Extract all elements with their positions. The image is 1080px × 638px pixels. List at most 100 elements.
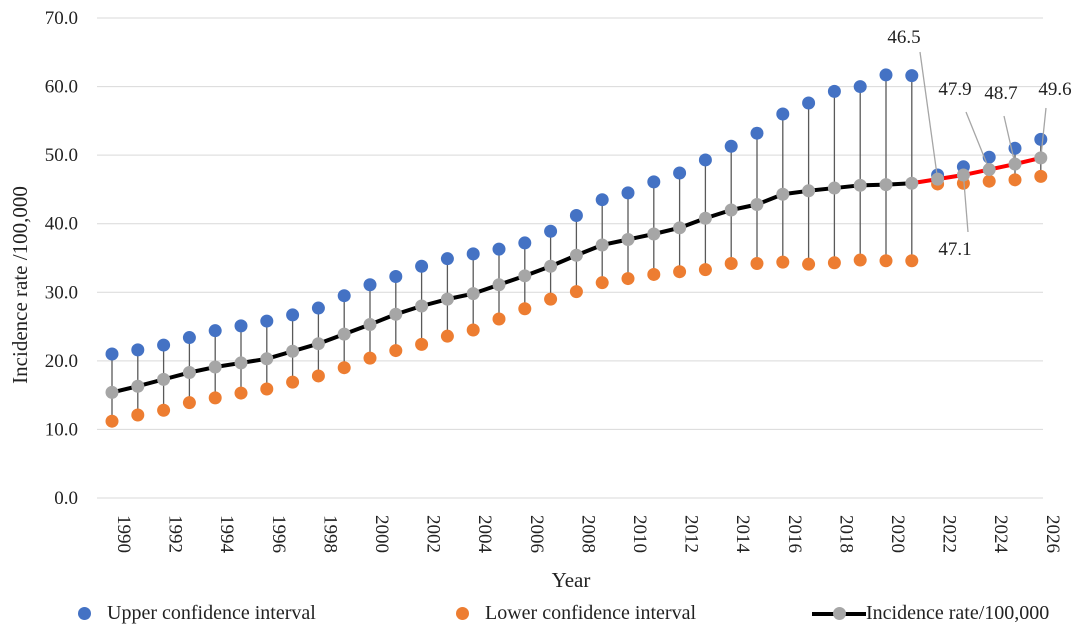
lower-ci-point bbox=[440, 329, 454, 343]
legend: Upper confidence interval Lower confiden… bbox=[0, 602, 1080, 630]
x-tick-label: 1992 bbox=[165, 515, 186, 553]
lower-ci-point bbox=[131, 408, 145, 422]
annotation-label: 46.5 bbox=[887, 27, 920, 48]
rate-point bbox=[415, 299, 429, 313]
lower-ci-point bbox=[337, 361, 351, 375]
upper-ci-point bbox=[802, 96, 816, 110]
annotation-label: 48.7 bbox=[984, 83, 1017, 104]
lower-ci-point bbox=[750, 256, 764, 270]
lower-ci-point bbox=[647, 267, 661, 281]
annotation-leader bbox=[919, 51, 939, 180]
lower-ci-point bbox=[544, 292, 558, 306]
y-tick-label: 50.0 bbox=[45, 145, 78, 166]
rate-point bbox=[260, 352, 274, 366]
rate-point bbox=[621, 232, 635, 246]
upper-ci-point bbox=[466, 247, 480, 261]
annotation-leader bbox=[962, 174, 969, 233]
rate-point bbox=[363, 318, 377, 332]
rate-point bbox=[776, 187, 790, 201]
rate-point bbox=[518, 269, 532, 283]
upper-ci-point bbox=[724, 139, 738, 153]
whiskers bbox=[111, 74, 1042, 422]
upper-ci-point bbox=[853, 80, 867, 94]
rate-point bbox=[647, 227, 661, 241]
rate-point bbox=[802, 184, 816, 198]
annotation-label: 47.9 bbox=[938, 79, 971, 100]
legend-lower-marker bbox=[456, 607, 469, 620]
lower-ci-point bbox=[724, 256, 738, 270]
x-tick-label: 2012 bbox=[681, 515, 702, 553]
lower-ci-point bbox=[569, 285, 583, 299]
rate-point bbox=[131, 379, 145, 393]
upper-ci-point bbox=[260, 314, 274, 328]
annotation-leader bbox=[1003, 115, 1016, 165]
upper-ci-point bbox=[776, 107, 790, 121]
x-tick-label: 2020 bbox=[887, 515, 908, 553]
legend-upper-label: Upper confidence interval bbox=[107, 602, 316, 624]
y-tick-label: 60.0 bbox=[45, 77, 78, 98]
upper-ci-point bbox=[518, 236, 532, 250]
annotation-label: 47.1 bbox=[938, 239, 971, 260]
rate-point bbox=[440, 292, 454, 306]
lower-ci-point bbox=[879, 254, 893, 268]
x-tick-label: 2002 bbox=[423, 515, 444, 553]
annotation-leader bbox=[965, 111, 990, 170]
y-tick-labels: 0.0 10.0 20.0 30.0 40.0 50.0 60.0 70.0 bbox=[45, 8, 78, 509]
legend-rate: Incidence rate/100,000 bbox=[812, 602, 1049, 625]
rate-point bbox=[492, 278, 506, 292]
legend-upper: Upper confidence interval bbox=[78, 602, 316, 625]
lower-ci-point bbox=[286, 375, 300, 389]
lower-ci-point bbox=[157, 403, 171, 417]
rate-point bbox=[337, 327, 351, 341]
lower-ci-point bbox=[234, 386, 248, 400]
rate-point bbox=[853, 178, 867, 192]
upper-ci-point bbox=[569, 208, 583, 222]
lower-ci-point bbox=[518, 302, 532, 316]
annotation-leader bbox=[1040, 107, 1047, 158]
x-tick-label: 2014 bbox=[732, 515, 753, 554]
rate-point bbox=[879, 178, 893, 192]
lower-ci-point bbox=[673, 265, 687, 279]
upper-ci-point bbox=[595, 193, 609, 207]
x-tick-label: 2016 bbox=[784, 515, 805, 553]
upper-ci-point bbox=[286, 308, 300, 322]
upper-ci-point bbox=[905, 69, 919, 83]
rate-point bbox=[595, 238, 609, 252]
rate-point bbox=[466, 287, 480, 301]
x-tick-label: 2008 bbox=[577, 515, 598, 553]
x-tick-labels: 1990 1992 1994 1996 1998 2000 2002 2004 2006 2008… bbox=[113, 515, 1063, 554]
rate-point bbox=[750, 198, 764, 212]
x-tick-label: 1996 bbox=[268, 515, 289, 553]
upper-ci-point bbox=[492, 242, 506, 256]
upper-ci-point bbox=[337, 289, 351, 303]
lower-ci-point bbox=[853, 253, 867, 267]
x-tick-label: 2000 bbox=[371, 515, 392, 553]
y-tick-label: 70.0 bbox=[45, 8, 78, 29]
lower-ci-point bbox=[595, 276, 609, 290]
upper-ci-point bbox=[544, 224, 558, 238]
x-tick-label: 1994 bbox=[216, 515, 237, 554]
lower-ci-point bbox=[1008, 173, 1022, 187]
lower-ci-point bbox=[389, 344, 403, 358]
upper-ci-point bbox=[311, 301, 325, 315]
x-tick-label: 2024 bbox=[990, 515, 1011, 554]
lower-ci-point bbox=[415, 337, 429, 351]
lower-ci-point bbox=[208, 391, 222, 405]
rate-point bbox=[286, 344, 300, 358]
y-axis-label: Incidence rate /100,000 bbox=[8, 186, 32, 384]
upper-ci-point bbox=[363, 278, 377, 292]
legend-upper-marker bbox=[78, 607, 91, 620]
upper-ci-point bbox=[208, 324, 222, 338]
legend-lower-label: Lower confidence interval bbox=[485, 602, 697, 624]
upper-ci-point bbox=[621, 186, 635, 200]
lower-ci-point bbox=[827, 256, 841, 270]
rate-point bbox=[724, 203, 738, 217]
rate-point bbox=[698, 211, 712, 225]
rate-point bbox=[234, 356, 248, 370]
x-tick-label: 2026 bbox=[1042, 515, 1063, 553]
lower-ci-point bbox=[1034, 169, 1048, 183]
upper-ci-point bbox=[827, 84, 841, 98]
legend-rate-marker bbox=[812, 607, 866, 620]
x-tick-label: 2022 bbox=[939, 515, 960, 553]
